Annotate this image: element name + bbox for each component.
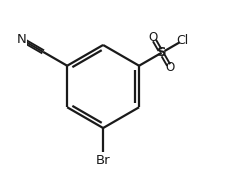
Text: O: O: [165, 61, 175, 74]
Text: O: O: [148, 31, 158, 44]
Text: S: S: [157, 46, 166, 59]
Text: Cl: Cl: [176, 34, 189, 47]
Text: Br: Br: [96, 154, 110, 167]
Text: N: N: [17, 33, 27, 46]
